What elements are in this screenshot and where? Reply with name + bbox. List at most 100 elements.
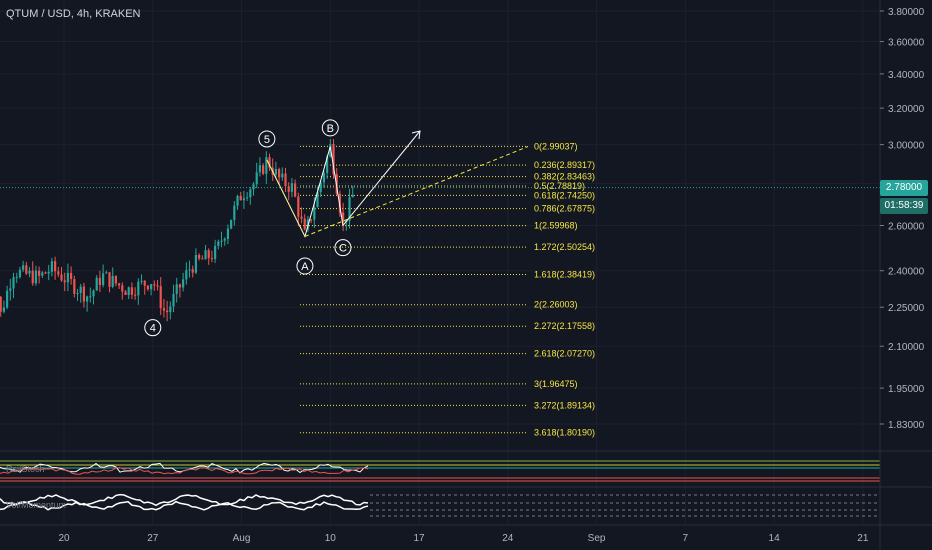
candle-body [316,192,319,208]
candle-body [268,157,271,168]
wave-label: 4 [150,323,156,335]
x-tick-label: 21 [857,533,869,544]
candle-body [348,197,351,221]
candle-body [194,254,198,273]
candle-body [319,182,322,193]
fib-level-label: 3.618(1.80190) [534,428,595,438]
fib-level-label: 0.382(2.83463) [534,172,595,182]
candle-body [281,173,284,178]
candle-body [242,198,246,201]
candle-body [66,272,70,283]
candle-body [44,272,47,274]
y-tick-label: 1.95000 [888,384,925,395]
candle-body [223,238,226,241]
x-tick-label: 10 [325,533,337,544]
candle-body [153,284,156,286]
candle-body [118,283,121,286]
candle-body [290,183,294,192]
candle-body [322,172,326,183]
grid-lines [0,0,880,525]
candle-body [159,286,162,309]
candle-body [15,276,18,278]
candle-body [329,144,332,157]
candle-body [178,284,182,288]
candle-body [102,273,105,285]
candle-body [278,168,281,178]
candle-body [76,292,79,294]
y-tick-label: 3.40000 [888,70,925,81]
candle-body [41,272,44,276]
candle-body [166,310,169,313]
candle-body [108,272,111,287]
last-price-tag: 2.78000 [880,180,928,196]
candle-body [351,194,354,198]
candle-body [124,291,127,296]
fib-level-label: 1.618(2.38419) [534,269,595,279]
candle-body [274,168,278,175]
wave-label: A [301,261,309,273]
y-tick-label: 3.20000 [888,104,925,115]
candle-body [57,271,60,275]
candle-body [2,307,6,312]
candle-body [38,270,41,276]
y-tick-label: 3.80000 [888,7,925,18]
fibonacci-levels: 0(2.99037)0.236(2.89317)0.382(2.83463)0.… [300,141,595,438]
candle-body [79,286,82,293]
fib-level-label: 1(2.59968) [534,221,578,231]
candle-body [60,274,63,281]
candle-body [18,269,22,277]
candle-body [214,245,217,260]
candle-body [25,265,28,274]
wave-trend-a [266,159,306,237]
candle-body [121,285,124,292]
candle-body [150,284,153,290]
candle-body [287,186,290,192]
candle-body [220,240,223,242]
candle-body [249,189,252,198]
y-tick-label: 1.83000 [888,420,925,431]
candle-body [262,165,265,174]
candle-body [233,205,236,220]
wave-label-circle [321,119,339,137]
candle-body [98,277,102,285]
candle-body [50,261,54,272]
candle-body [146,285,150,290]
x-tick-label: Sep [588,533,606,544]
y-tick-label: 2.60000 [888,221,925,232]
candle-body [22,265,25,270]
fib-level-label: 3(1.96475) [534,379,578,389]
candle-body [172,293,175,307]
wave-label: B [327,123,334,135]
candle-body [300,216,303,219]
candle-body [143,280,146,286]
candle-body [230,219,233,229]
projection-dashed-line [304,146,529,237]
candle-body [28,270,31,274]
x-tick-label: 24 [502,533,514,544]
candle-body [6,290,9,308]
candle-body [9,288,12,291]
candle-body [31,270,34,284]
fib-level-label: 0.786(2.67875) [534,204,595,214]
wave-label-circle [144,319,162,337]
candle-body [342,212,345,223]
candle-body [185,270,188,280]
fib-level-label: 2.272(2.17558) [534,321,595,331]
rsi-pane-label: Rsi/Stoch [6,464,45,474]
y-tick-label: 2.25000 [888,303,925,314]
candle-body [191,269,194,273]
candle-body [82,286,86,302]
candle-body [34,270,38,284]
candle-body [95,277,98,291]
wave-label: C [339,243,347,255]
momentum-line [0,500,369,511]
candle-body [12,277,15,289]
fib-level-label: 0(2.99037) [534,141,578,151]
fib-level-label: 2.618(2.07270) [534,349,595,359]
momentum-pane-label: Vol/Momentum [6,500,66,510]
candle-body [332,144,335,175]
indicator-panes: Rsi/Stoch Vol/Momentum [0,450,932,517]
candle-body [246,197,249,199]
